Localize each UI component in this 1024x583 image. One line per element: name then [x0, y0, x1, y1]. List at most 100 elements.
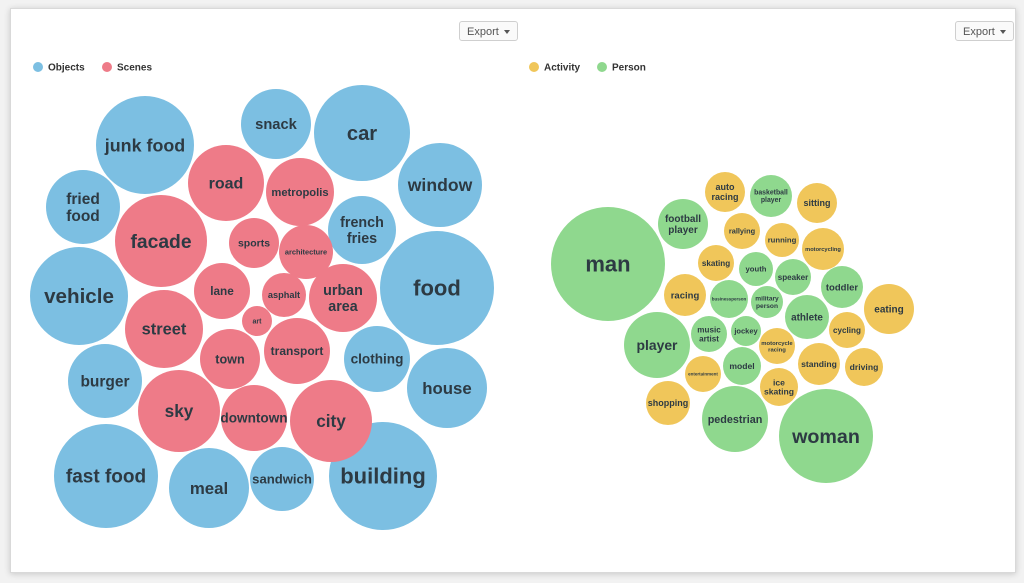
bubble-circle — [241, 89, 311, 159]
bubble-snack[interactable]: snack — [241, 89, 311, 159]
bubble-basketball-player[interactable]: basketball player — [750, 175, 792, 217]
bubble-car[interactable]: car — [314, 85, 410, 181]
bubble-sitting[interactable]: sitting — [797, 183, 837, 223]
bubble-label: junk food — [104, 135, 186, 155]
bubble-sandwich[interactable]: sandwich — [250, 447, 314, 511]
bubble-circle — [775, 259, 811, 295]
export-button-left[interactable]: Export — [459, 21, 518, 41]
bubble-toddler[interactable]: toddler — [821, 266, 863, 308]
legend-label-objects[interactable]: Objects — [48, 63, 85, 74]
bubble-pedestrian[interactable]: pedestrian — [702, 386, 768, 452]
bubble-music-artist[interactable]: music artist — [691, 316, 727, 352]
bubble-businessperson[interactable]: businessperson — [710, 280, 748, 318]
bubble-football-player[interactable]: football player — [658, 199, 708, 249]
bubble-circle — [188, 145, 264, 221]
bubble-urban-area[interactable]: urban area — [309, 264, 377, 332]
legend-dot-person[interactable] — [597, 62, 607, 72]
bubble-motorcycle-racing[interactable]: motorcycle racing — [759, 328, 795, 364]
bubble-clothing[interactable]: clothing — [344, 326, 410, 392]
bubble-label: woman — [791, 426, 860, 448]
bubble-skating[interactable]: skating — [698, 245, 734, 281]
bubble-label: downtown — [220, 411, 287, 426]
bubble-circle — [750, 175, 792, 217]
bubble-label: car — [347, 123, 377, 145]
bubble-downtown[interactable]: downtown — [220, 385, 288, 451]
bubble-circle — [250, 447, 314, 511]
bubble-ice-skating[interactable]: ice skating — [760, 368, 798, 406]
bubble-jockey[interactable]: jockey — [731, 316, 761, 346]
bubble-label: window — [407, 175, 473, 195]
legend-label-scenes[interactable]: Scenes — [117, 63, 152, 74]
bubble-speaker[interactable]: speaker — [775, 259, 811, 295]
bubble-model[interactable]: model — [723, 347, 761, 385]
bubble-fast-food[interactable]: fast food — [54, 424, 158, 528]
bubble-lane[interactable]: lane — [194, 263, 250, 319]
bubble-rallying[interactable]: rallying — [724, 213, 760, 249]
bubble-street[interactable]: street — [125, 290, 203, 368]
bubble-cycling[interactable]: cycling — [829, 312, 865, 348]
bubble-french-fries[interactable]: french fries — [328, 196, 396, 264]
bubble-label: motorcycle racing — [761, 341, 793, 354]
legend-dot-scenes[interactable] — [102, 62, 112, 72]
bubble-asphalt[interactable]: asphalt — [262, 273, 306, 317]
legend-label-activity[interactable]: Activity — [544, 63, 581, 74]
bubble-racing[interactable]: racing — [664, 274, 706, 316]
bubble-circle — [797, 183, 837, 223]
legend-dot-activity[interactable] — [529, 62, 539, 72]
bubble-sky[interactable]: sky — [138, 370, 220, 452]
bubble-label: burger — [80, 373, 129, 390]
bubble-art[interactable]: art — [242, 306, 272, 336]
bubble-label: speaker — [778, 273, 809, 282]
bubble-circle — [624, 312, 690, 378]
chevron-down-icon — [503, 30, 510, 35]
bubble-food[interactable]: food — [380, 231, 494, 345]
bubble-circle — [68, 344, 142, 418]
bubble-vehicle[interactable]: vehicle — [30, 247, 128, 345]
bubble-woman[interactable]: woman — [779, 389, 873, 483]
bubble-circle — [705, 172, 745, 212]
bubble-meal[interactable]: meal — [169, 448, 249, 528]
bubble-motorcycling[interactable]: motorcycling — [802, 228, 844, 270]
bubble-running[interactable]: running — [765, 223, 799, 257]
bubble-window[interactable]: window — [398, 143, 482, 227]
bubble-label: shopping — [648, 398, 689, 408]
bubble-burger[interactable]: burger — [68, 344, 142, 418]
bubble-circle — [710, 280, 748, 318]
bubble-architecture[interactable]: architecture — [279, 225, 333, 279]
bubble-metropolis[interactable]: metropolis — [266, 158, 334, 226]
bubble-circle — [407, 348, 487, 428]
bubble-town[interactable]: town — [200, 329, 260, 389]
bubble-sports[interactable]: sports — [229, 218, 279, 268]
bubble-driving[interactable]: driving — [845, 348, 883, 386]
bubble-man[interactable]: man — [551, 207, 665, 321]
legend-dot-objects[interactable] — [33, 62, 43, 72]
bubble-entertainment[interactable]: entertainment — [685, 356, 721, 392]
bubble-standing[interactable]: standing — [798, 343, 840, 385]
legend-label-person[interactable]: Person — [612, 63, 646, 74]
bubble-label: ice skating — [764, 377, 794, 396]
bubble-circle — [290, 380, 372, 462]
bubble-eating[interactable]: eating — [864, 284, 914, 334]
bubble-fried-food[interactable]: fried food — [46, 170, 120, 244]
bubble-label: sky — [165, 401, 194, 421]
bubble-athlete[interactable]: athlete — [785, 295, 829, 339]
bubble-youth[interactable]: youth — [739, 252, 773, 286]
bubble-auto-racing[interactable]: auto racing — [705, 172, 745, 212]
bubble-circle — [328, 196, 396, 264]
bubble-label: vehicle — [44, 285, 114, 308]
bubble-junk-food[interactable]: junk food — [96, 96, 194, 194]
bubble-player[interactable]: player — [624, 312, 690, 378]
bubble-label: sandwich — [252, 472, 312, 487]
bubble-circle — [551, 207, 665, 321]
bubble-shopping[interactable]: shopping — [646, 381, 690, 425]
export-button-right[interactable]: Export — [955, 21, 1014, 41]
bubble-military-person[interactable]: military person — [751, 286, 783, 318]
bubble-city[interactable]: city — [290, 380, 372, 462]
bubble-label: running — [768, 236, 797, 245]
bubble-facade[interactable]: facade — [115, 195, 207, 287]
bubble-house[interactable]: house — [407, 348, 487, 428]
bubble-road[interactable]: road — [188, 145, 264, 221]
bubble-label: cycling — [833, 326, 861, 335]
bubble-label: food — [413, 276, 461, 301]
bubble-transport[interactable]: transport — [264, 318, 330, 384]
